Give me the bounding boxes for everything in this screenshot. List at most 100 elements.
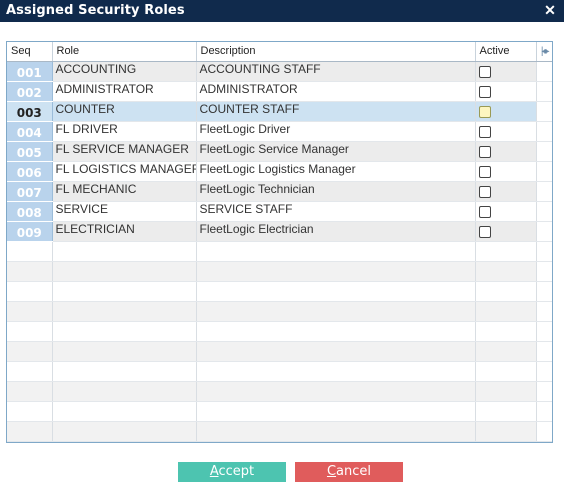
column-resize-icon[interactable]: |◂▸ <box>536 42 552 62</box>
roles-grid: Seq Role Description Active |◂▸ 001 ACCOU… <box>6 41 553 443</box>
description-cell[interactable]: ADMINISTRATOR <box>196 81 476 102</box>
role-cell[interactable]: FL SERVICE MANAGER <box>52 141 197 162</box>
row-filler <box>536 61 552 82</box>
role-cell[interactable]: FL DRIVER <box>52 121 197 142</box>
description-cell[interactable]: FleetLogic Technician <box>196 181 476 202</box>
row-filler <box>536 121 552 142</box>
active-cell[interactable] <box>475 101 537 122</box>
description-cell[interactable]: ACCOUNTING STAFF <box>196 61 476 82</box>
description-cell[interactable]: SERVICE STAFF <box>196 201 476 222</box>
row-filler <box>536 421 552 442</box>
active-cell[interactable] <box>475 141 537 162</box>
seq-cell[interactable]: 007 <box>7 181 53 202</box>
table-row[interactable]: 002 ADMINISTRATOR ADMINISTRATOR <box>7 81 552 102</box>
active-checkbox[interactable] <box>478 145 491 158</box>
row-filler <box>536 341 552 362</box>
row-filler <box>536 201 552 222</box>
description-cell[interactable]: COUNTER STAFF <box>196 101 476 122</box>
empty-cell <box>475 281 537 302</box>
active-checkbox[interactable] <box>478 205 491 218</box>
empty-cell <box>52 301 197 322</box>
empty-cell <box>475 381 537 402</box>
empty-cell <box>475 341 537 362</box>
active-cell[interactable] <box>475 121 537 142</box>
active-cell[interactable] <box>475 181 537 202</box>
empty-cell <box>52 381 197 402</box>
table-row[interactable]: 001 ACCOUNTING ACCOUNTING STAFF <box>7 61 552 82</box>
active-checkbox[interactable] <box>478 65 491 78</box>
description-cell[interactable]: FleetLogic Driver <box>196 121 476 142</box>
role-cell[interactable]: COUNTER <box>52 101 197 122</box>
active-cell[interactable] <box>475 161 537 182</box>
seq-cell[interactable]: 003 <box>7 101 53 122</box>
seq-cell[interactable]: 009 <box>7 221 53 242</box>
row-filler <box>536 261 552 282</box>
empty-cell <box>196 341 476 362</box>
empty-cell <box>52 401 197 422</box>
table-row[interactable]: 009 ELECTRICIAN FleetLogic Electrician <box>7 221 552 242</box>
table-row[interactable]: 003 COUNTER COUNTER STAFF <box>7 101 552 122</box>
description-cell[interactable]: FleetLogic Electrician <box>196 221 476 242</box>
empty-row <box>7 301 552 322</box>
active-checkbox[interactable] <box>478 105 491 118</box>
empty-row <box>7 241 552 262</box>
empty-cell <box>7 321 53 342</box>
seq-cell[interactable]: 005 <box>7 141 53 162</box>
row-filler <box>536 401 552 422</box>
empty-row <box>7 281 552 302</box>
description-cell[interactable]: FleetLogic Logistics Manager <box>196 161 476 182</box>
empty-cell <box>52 321 197 342</box>
accept-button[interactable]: Accept <box>178 462 286 482</box>
role-cell[interactable]: SERVICE <box>52 201 197 222</box>
empty-cell <box>52 341 197 362</box>
seq-cell[interactable]: 004 <box>7 121 53 142</box>
active-cell[interactable] <box>475 221 537 242</box>
grid-body: 001 ACCOUNTING ACCOUNTING STAFF 002 ADMINIST… <box>7 61 552 442</box>
role-cell[interactable]: ELECTRICIAN <box>52 221 197 242</box>
role-cell[interactable]: FL LOGISTICS MANAGER <box>52 161 197 182</box>
seq-cell[interactable]: 006 <box>7 161 53 182</box>
active-checkbox[interactable] <box>478 165 491 178</box>
roles-table: Seq Role Description Active |◂▸ 001 ACCOU… <box>7 42 552 442</box>
row-filler <box>536 101 552 122</box>
description-cell[interactable]: FleetLogic Service Manager <box>196 141 476 162</box>
active-checkbox[interactable] <box>478 125 491 138</box>
empty-cell <box>475 421 537 442</box>
active-cell[interactable] <box>475 81 537 102</box>
table-row[interactable]: 006 FL LOGISTICS MANAGER FleetLogic Logist… <box>7 161 552 182</box>
seq-cell[interactable]: 002 <box>7 81 53 102</box>
empty-cell <box>196 401 476 422</box>
column-header-seq[interactable]: Seq <box>7 42 53 62</box>
row-filler <box>536 361 552 382</box>
empty-cell <box>52 281 197 302</box>
empty-cell <box>7 261 53 282</box>
empty-cell <box>196 241 476 262</box>
empty-cell <box>196 281 476 302</box>
table-row[interactable]: 008 SERVICE SERVICE STAFF <box>7 201 552 222</box>
empty-cell <box>52 361 197 382</box>
active-checkbox[interactable] <box>478 85 491 98</box>
table-row[interactable]: 005 FL SERVICE MANAGER FleetLogic Service … <box>7 141 552 162</box>
close-icon[interactable]: ✕ <box>544 2 556 18</box>
column-header-description[interactable]: Description <box>196 42 476 62</box>
empty-cell <box>475 321 537 342</box>
seq-cell[interactable]: 008 <box>7 201 53 222</box>
role-cell[interactable]: FL MECHANIC <box>52 181 197 202</box>
role-cell[interactable]: ACCOUNTING <box>52 61 197 82</box>
active-checkbox[interactable] <box>478 185 491 198</box>
empty-cell <box>196 321 476 342</box>
empty-cell <box>475 361 537 382</box>
active-cell[interactable] <box>475 61 537 82</box>
active-cell[interactable] <box>475 201 537 222</box>
table-row[interactable]: 007 FL MECHANIC FleetLogic Technician <box>7 181 552 202</box>
seq-cell[interactable]: 001 <box>7 61 53 82</box>
role-cell[interactable]: ADMINISTRATOR <box>52 81 197 102</box>
column-header-role[interactable]: Role <box>52 42 197 62</box>
empty-cell <box>196 421 476 442</box>
empty-cell <box>7 241 53 262</box>
empty-cell <box>196 361 476 382</box>
column-header-active[interactable]: Active <box>475 42 537 62</box>
table-row[interactable]: 004 FL DRIVER FleetLogic Driver <box>7 121 552 142</box>
cancel-button[interactable]: Cancel <box>295 462 403 482</box>
active-checkbox[interactable] <box>478 225 491 238</box>
